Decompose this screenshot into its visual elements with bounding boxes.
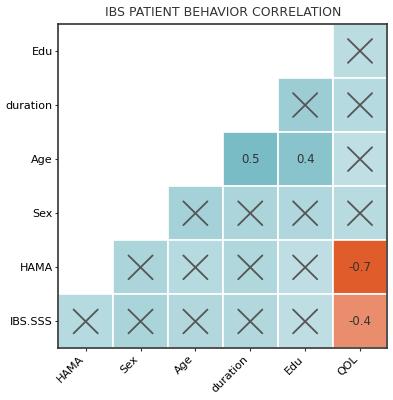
Bar [278,186,332,240]
Text: 0.4: 0.4 [296,153,314,166]
Bar [58,78,113,132]
Bar [332,186,387,240]
Bar [278,294,332,348]
Bar [168,186,223,240]
Title: IBS PATIENT BEHAVIOR CORRELATION: IBS PATIENT BEHAVIOR CORRELATION [105,6,341,18]
Text: -0.7: -0.7 [349,261,371,274]
Bar [113,132,168,186]
Bar [278,240,332,294]
Bar [168,24,223,78]
Bar [278,132,332,186]
Bar [113,186,168,240]
Bar [332,132,387,186]
Bar [332,78,387,132]
Bar [278,78,332,132]
Bar [332,294,387,348]
Bar [113,78,168,132]
Bar [223,132,278,186]
Text: -0.4: -0.4 [349,315,371,328]
Bar [58,240,113,294]
Bar [58,186,113,240]
Bar [168,78,223,132]
Bar [223,186,278,240]
Bar [58,24,113,78]
Bar [168,240,223,294]
Bar [58,132,113,186]
Bar [223,24,278,78]
Bar [223,294,278,348]
Bar [332,240,387,294]
Bar [168,294,223,348]
Bar [278,24,332,78]
Bar [332,24,387,78]
Bar [113,240,168,294]
Bar [168,132,223,186]
Bar [223,240,278,294]
Bar [58,294,113,348]
Bar [113,294,168,348]
Bar [113,24,168,78]
Bar [223,78,278,132]
Text: 0.5: 0.5 [241,153,259,166]
